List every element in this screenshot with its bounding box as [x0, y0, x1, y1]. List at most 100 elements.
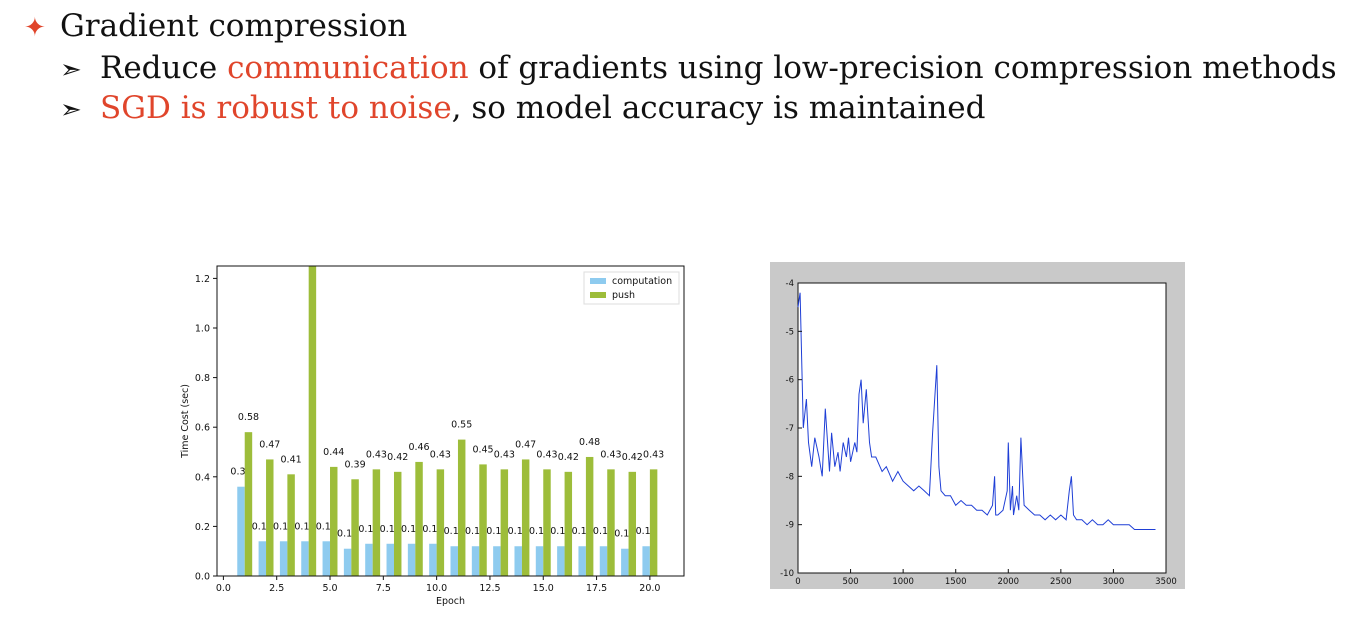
- bullet-star-icon: ✦: [24, 13, 46, 43]
- bar-computation: [514, 546, 522, 576]
- x-tick-label: 20.0: [639, 583, 660, 594]
- data-label-computation: 0.12: [486, 526, 507, 537]
- bar-computation: [301, 541, 309, 576]
- bar-push: [585, 456, 594, 576]
- data-label-push: 0.48: [579, 437, 600, 448]
- bar-computation: [429, 543, 437, 576]
- bar-push: [351, 479, 359, 576]
- data-label-computation: 0.12: [593, 526, 614, 537]
- x-tick-label: 7.5: [376, 583, 391, 594]
- bar-push: [500, 469, 509, 576]
- data-label-computation: 0.13: [358, 524, 379, 535]
- x-tick-label: 2.5: [269, 583, 284, 594]
- bar-push: [543, 469, 551, 576]
- data-label-push: 0.47: [515, 439, 536, 450]
- bar-computation: [279, 541, 288, 576]
- bar-computation: [365, 543, 373, 576]
- data-label-computation: 0.13: [422, 524, 443, 535]
- data-label-computation: 0.12: [444, 526, 465, 537]
- data-label-push: 0.43: [494, 449, 515, 460]
- x-tick-label: 15.0: [533, 583, 554, 594]
- bar-push: [457, 439, 466, 576]
- x-tick-label: 1000: [892, 577, 914, 587]
- sub2-highlight: SGD is robust to noise: [100, 90, 452, 126]
- bar-computation: [450, 546, 458, 576]
- legend-box: [583, 271, 680, 305]
- bar-push: [287, 474, 295, 576]
- data-label-computation: 0.12: [550, 526, 571, 537]
- bar-computation: [258, 541, 267, 576]
- bar-push: [521, 459, 530, 576]
- y-tick-label: -4: [786, 279, 794, 289]
- y-tick-label: -7: [786, 424, 794, 434]
- y-tick-label: 1.2: [195, 274, 210, 285]
- bar-chart: 0.360.14 0.14 0.14 0.140.11 0.13 0.13 0.13 0.13…: [180, 265, 685, 607]
- y-tick-label: 0.6: [195, 423, 210, 434]
- data-label-push: 0.43: [600, 449, 621, 460]
- data-label-push: 0.41: [281, 454, 302, 465]
- sub-bullet-2: ➣ SGD is robust to noise, so model accura…: [60, 90, 985, 126]
- data-label-computation: 0.12: [572, 526, 593, 537]
- bar-push: [436, 469, 445, 576]
- data-label-computation: 0.12: [508, 526, 529, 537]
- bar-push: [308, 266, 317, 576]
- data-label-push: 0.43: [536, 449, 557, 460]
- sub2-post: , so model accuracy is maintained: [451, 90, 986, 126]
- x-tick-label: 10.0: [426, 583, 447, 594]
- sub1-pre: Reduce: [100, 50, 228, 86]
- bar-computation: [599, 546, 608, 576]
- data-label-computation: 0.14: [252, 521, 273, 532]
- bar-push: [607, 469, 615, 576]
- data-label-push: 0.43: [366, 449, 387, 460]
- data-label-push: 0.43: [643, 449, 664, 460]
- y-tick-label: 0.8: [195, 373, 210, 384]
- data-label-computation: 0.13: [380, 524, 401, 535]
- bar-computation: [471, 546, 480, 576]
- plot-area: [797, 282, 1167, 574]
- bar-push: [393, 471, 402, 576]
- legend-label-computation: computation: [612, 276, 672, 287]
- bar-push: [479, 464, 487, 576]
- x-tick-label: 3500: [1155, 577, 1177, 587]
- bar-push: [244, 432, 253, 576]
- data-label-computation: 0.14: [294, 521, 315, 532]
- y-axis-label: Time Cost (sec): [180, 384, 191, 459]
- bar-computation: [386, 543, 394, 576]
- y-tick-label: 1.0: [195, 324, 210, 335]
- data-label-push: 0.42: [387, 452, 408, 463]
- plot-area: [217, 266, 684, 576]
- data-label-push: 0.46: [408, 442, 429, 453]
- bar-computation: [578, 546, 586, 576]
- data-label-computation: 0.13: [401, 524, 422, 535]
- x-tick-label: 2500: [1050, 577, 1072, 587]
- arrow-bullet-icon: ➣: [60, 95, 82, 125]
- arrow-bullet-icon: ➣: [60, 55, 82, 85]
- bar-computation: [642, 546, 650, 576]
- data-label-push: 0.42: [558, 452, 579, 463]
- legend-label-push: push: [612, 290, 635, 301]
- legend-swatch-push: [590, 292, 606, 298]
- data-label-push: 0.42: [622, 452, 643, 463]
- sub1-post: of gradients using low-precision compres…: [468, 50, 1337, 86]
- data-label-push: 0.55: [451, 420, 472, 431]
- y-tick-label: -10: [780, 569, 794, 579]
- y-tick-label: -6: [786, 376, 794, 386]
- data-label-computation: 0.11: [614, 529, 635, 540]
- main-bullet: ✦ Gradient compression: [24, 8, 407, 44]
- data-label-push: 0.45: [472, 444, 493, 455]
- bar-computation: [343, 548, 352, 576]
- bar-computation: [322, 541, 331, 576]
- data-label-computation: 0.14: [316, 521, 337, 532]
- y-tick-label: -8: [786, 472, 794, 482]
- data-label-computation: 0.14: [273, 521, 294, 532]
- x-tick-label: 5.0: [322, 583, 337, 594]
- legend-swatch-computation: [590, 278, 606, 284]
- x-tick-label: 2000: [997, 577, 1019, 587]
- y-tick-label: -9: [786, 521, 794, 531]
- bar-push: [564, 471, 573, 576]
- series-line: [797, 292, 1156, 530]
- data-label-computation: 0.36: [230, 467, 251, 478]
- y-tick-label: -5: [786, 327, 794, 337]
- data-label-push: 0.39: [344, 459, 365, 470]
- bar-push: [649, 469, 658, 576]
